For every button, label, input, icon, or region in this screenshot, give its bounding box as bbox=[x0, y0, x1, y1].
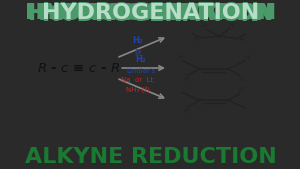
Text: H₂: H₂ bbox=[133, 36, 143, 45]
Text: H: H bbox=[239, 37, 244, 43]
Text: H: H bbox=[238, 87, 244, 93]
Text: HYDROGENATION: HYDROGENATION bbox=[59, 3, 277, 23]
Text: H: H bbox=[177, 54, 183, 60]
Text: HYDROGENATION: HYDROGENATION bbox=[28, 3, 245, 23]
Text: H: H bbox=[184, 76, 189, 82]
Text: Pt: Pt bbox=[134, 49, 142, 58]
Text: HYDROGENATION: HYDROGENATION bbox=[42, 2, 260, 22]
Text: H: H bbox=[238, 76, 244, 82]
Text: HYDROGENATION: HYDROGENATION bbox=[56, 4, 274, 24]
Text: ALKYNE REDUCTION: ALKYNE REDUCTION bbox=[25, 147, 277, 167]
Text: HYDROGENATION: HYDROGENATION bbox=[56, 3, 274, 23]
Text: H: H bbox=[229, 22, 234, 28]
Text: HYDROGENATION: HYDROGENATION bbox=[25, 3, 242, 23]
Text: Na  or  Li;: Na or Li; bbox=[121, 77, 155, 83]
Text: H: H bbox=[245, 54, 250, 60]
Text: HYDROGENATION: HYDROGENATION bbox=[42, 5, 260, 25]
Text: H: H bbox=[202, 22, 207, 29]
Text: H₂: H₂ bbox=[135, 55, 146, 64]
Text: HYDROGENATION: HYDROGENATION bbox=[42, 3, 260, 23]
Text: H: H bbox=[184, 107, 189, 114]
Text: H: H bbox=[194, 36, 199, 42]
Text: Lindlar's: Lindlar's bbox=[126, 68, 155, 74]
Text: NH₃ (ℓ): NH₃ (ℓ) bbox=[126, 87, 150, 94]
Text: HYDROGENATION: HYDROGENATION bbox=[28, 4, 245, 24]
Text: $\mathit{R}$ - $\mathit{c}$ ≡ $\mathit{c}$ - $\mathit{R}$: $\mathit{R}$ - $\mathit{c}$ ≡ $\mathit{c… bbox=[38, 62, 121, 75]
